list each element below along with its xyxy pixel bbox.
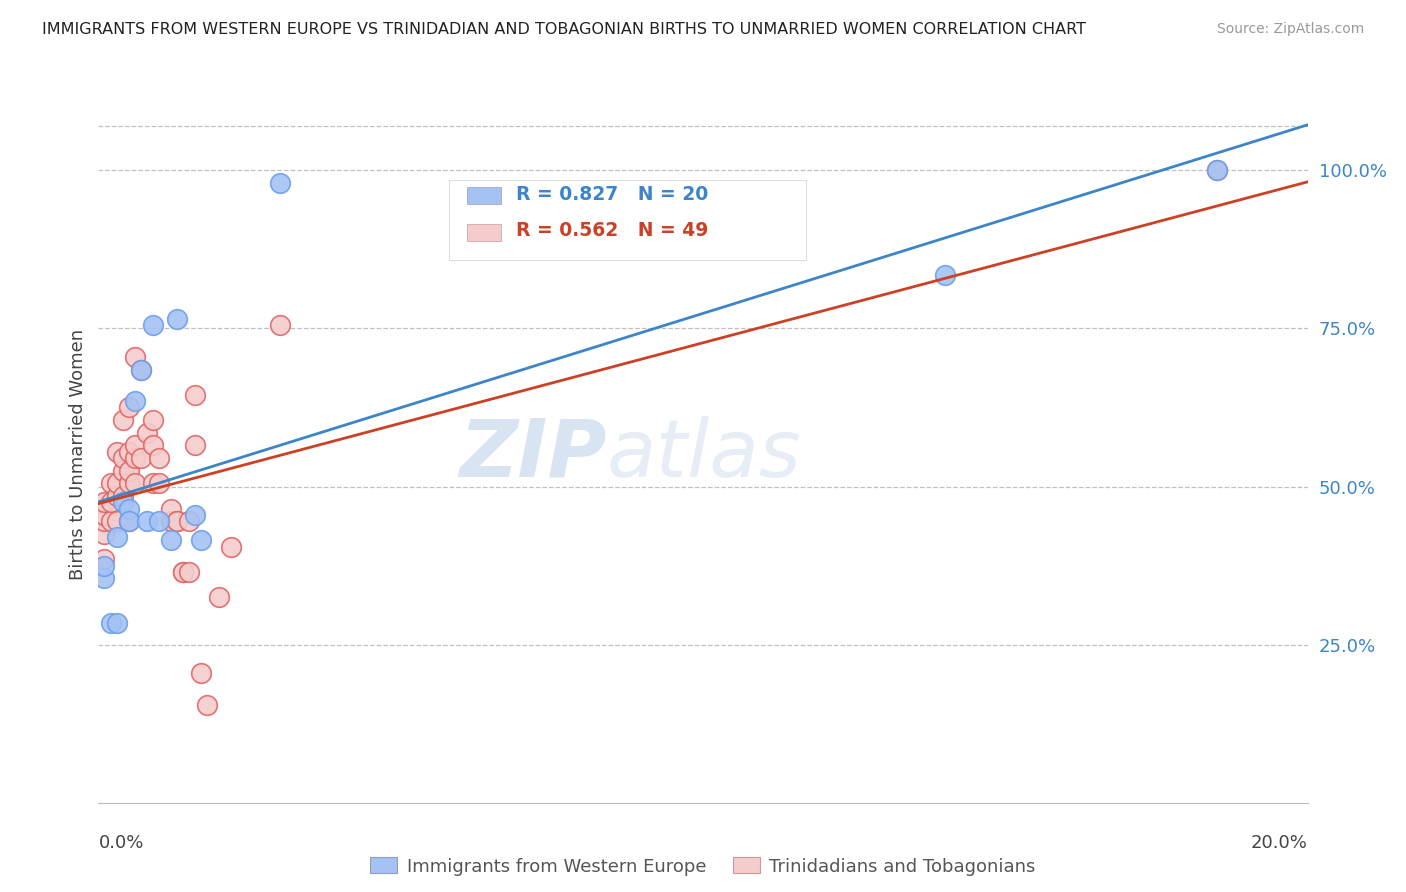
Point bbox=[93, 508, 115, 522]
Point bbox=[100, 476, 122, 491]
Point bbox=[179, 514, 201, 528]
Point bbox=[166, 514, 188, 528]
Point bbox=[93, 495, 115, 509]
Point bbox=[105, 476, 128, 491]
Point bbox=[221, 540, 243, 554]
Point bbox=[269, 176, 291, 190]
Point bbox=[172, 565, 194, 579]
Text: R = 0.827   N = 20: R = 0.827 N = 20 bbox=[516, 185, 707, 203]
FancyBboxPatch shape bbox=[467, 187, 501, 204]
Point bbox=[195, 698, 218, 712]
Point bbox=[93, 552, 115, 566]
Point bbox=[105, 615, 128, 630]
Point bbox=[208, 591, 231, 605]
Point bbox=[124, 350, 146, 364]
FancyBboxPatch shape bbox=[467, 224, 501, 242]
Text: IMMIGRANTS FROM WESTERN EUROPE VS TRINIDADIAN AND TOBAGONIAN BIRTHS TO UNMARRIED: IMMIGRANTS FROM WESTERN EUROPE VS TRINID… bbox=[42, 22, 1087, 37]
Point bbox=[118, 401, 141, 415]
Point bbox=[124, 438, 146, 452]
Point bbox=[100, 514, 122, 528]
Point bbox=[166, 312, 188, 326]
Point bbox=[111, 413, 134, 427]
Point bbox=[93, 514, 115, 528]
Point bbox=[160, 514, 183, 528]
Point bbox=[93, 527, 115, 541]
Point bbox=[124, 394, 146, 409]
Point bbox=[129, 362, 152, 376]
Point bbox=[135, 514, 157, 528]
Point bbox=[179, 565, 201, 579]
Point bbox=[160, 533, 183, 548]
Point bbox=[184, 508, 207, 522]
Point bbox=[135, 425, 157, 440]
Point bbox=[269, 318, 291, 333]
Point bbox=[118, 444, 141, 458]
Point bbox=[142, 318, 165, 333]
Point bbox=[184, 388, 207, 402]
Point bbox=[129, 362, 152, 376]
Point bbox=[184, 438, 207, 452]
Point bbox=[172, 565, 194, 579]
Y-axis label: Births to Unmarried Women: Births to Unmarried Women bbox=[69, 329, 87, 581]
Point bbox=[118, 514, 141, 528]
Point bbox=[105, 514, 128, 528]
Point bbox=[148, 476, 170, 491]
Point bbox=[105, 444, 128, 458]
Point bbox=[148, 514, 170, 528]
Text: R = 0.562   N = 49: R = 0.562 N = 49 bbox=[516, 221, 709, 240]
Point bbox=[190, 666, 212, 681]
Point bbox=[129, 451, 152, 466]
Point bbox=[93, 571, 115, 585]
Point bbox=[148, 451, 170, 466]
Point bbox=[934, 268, 956, 282]
Point bbox=[166, 514, 188, 528]
Point bbox=[111, 495, 134, 509]
Point bbox=[1206, 163, 1229, 178]
Point bbox=[124, 476, 146, 491]
Point bbox=[93, 558, 115, 573]
Point bbox=[100, 615, 122, 630]
Point bbox=[105, 489, 128, 503]
Point bbox=[118, 514, 141, 528]
Point bbox=[111, 489, 134, 503]
Point bbox=[118, 476, 141, 491]
Point bbox=[1206, 163, 1229, 178]
Point bbox=[111, 464, 134, 478]
Point bbox=[118, 501, 141, 516]
Point bbox=[142, 413, 165, 427]
Text: atlas: atlas bbox=[606, 416, 801, 494]
Text: 0.0%: 0.0% bbox=[98, 834, 143, 852]
Text: ZIP: ZIP bbox=[458, 416, 606, 494]
Point bbox=[160, 501, 183, 516]
Text: Source: ZipAtlas.com: Source: ZipAtlas.com bbox=[1216, 22, 1364, 37]
Point bbox=[142, 476, 165, 491]
Point bbox=[100, 495, 122, 509]
Point bbox=[124, 451, 146, 466]
FancyBboxPatch shape bbox=[449, 180, 806, 260]
Legend: Immigrants from Western Europe, Trinidadians and Tobagonians: Immigrants from Western Europe, Trinidad… bbox=[363, 850, 1043, 883]
Point bbox=[118, 464, 141, 478]
Point bbox=[190, 533, 212, 548]
Text: 20.0%: 20.0% bbox=[1251, 834, 1308, 852]
Point bbox=[111, 451, 134, 466]
Point bbox=[142, 438, 165, 452]
Point bbox=[105, 530, 128, 544]
